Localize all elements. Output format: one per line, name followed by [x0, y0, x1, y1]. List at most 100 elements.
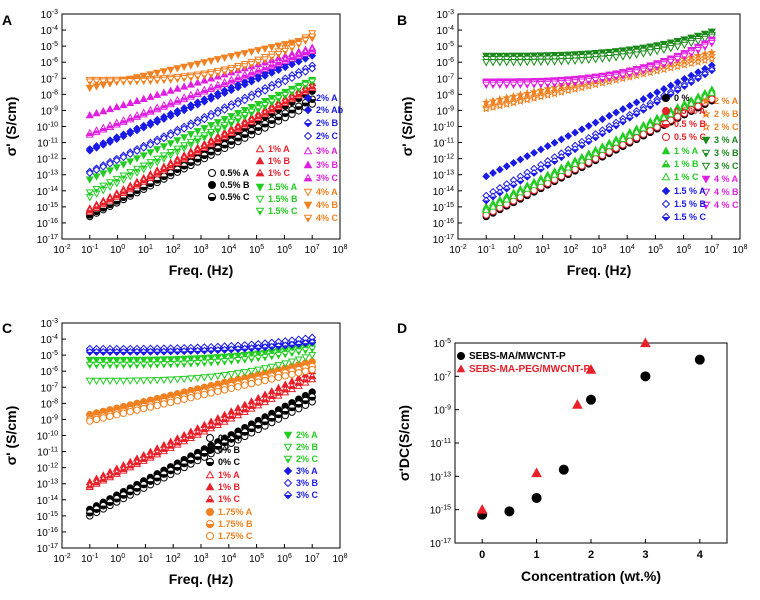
data-point — [85, 176, 94, 184]
data-point-half — [509, 184, 518, 189]
data-point — [213, 56, 222, 64]
data-point-half — [180, 97, 189, 101]
data-point — [254, 47, 263, 55]
data-point-half — [99, 505, 107, 510]
tick-label: 101 — [138, 553, 153, 565]
tick-label: 102 — [166, 244, 181, 256]
data-point-half — [483, 84, 489, 89]
legend-label: 0.5% B — [220, 180, 250, 190]
legend-marker-half — [661, 164, 671, 168]
data-point-half — [518, 84, 523, 89]
panel-label: B — [397, 12, 407, 28]
data-point — [563, 86, 573, 95]
data-point-half — [646, 105, 655, 110]
data-point — [680, 41, 689, 49]
data-point — [132, 74, 142, 82]
data-point — [301, 367, 310, 375]
data-point-half — [606, 77, 612, 83]
data-point — [247, 48, 256, 56]
data-point — [85, 377, 94, 386]
data-point — [274, 80, 283, 89]
data-point — [92, 377, 101, 386]
tick-label: 10-9 — [41, 105, 58, 117]
data-point — [186, 375, 195, 383]
tick-label: 107 — [704, 244, 719, 256]
data-point — [571, 128, 579, 137]
legend-item: 2 % B — [701, 109, 739, 119]
data-point — [687, 99, 696, 107]
data-point-half — [296, 44, 302, 49]
legend-marker — [205, 470, 215, 479]
data-point-half — [195, 138, 200, 143]
tick-label: 10-16 — [37, 218, 58, 230]
data-point-half — [625, 117, 634, 122]
data-point — [281, 360, 290, 368]
data-point — [220, 54, 229, 62]
data-point — [173, 107, 182, 115]
data-point-half — [247, 72, 256, 76]
legend-item: 2% C — [283, 454, 319, 464]
data-point-half — [254, 127, 262, 131]
data-point-half — [269, 101, 275, 106]
data-point-half — [173, 467, 182, 471]
legend-marker — [283, 443, 293, 452]
x-axis-title: Freq. (Hz) — [169, 571, 234, 587]
data-point-half — [247, 428, 256, 433]
data-point — [220, 353, 229, 361]
data-point-half — [296, 351, 302, 356]
data-point-half — [274, 392, 283, 396]
data-point-half — [106, 204, 114, 209]
data-point-half — [140, 484, 148, 489]
data-point-half — [159, 105, 168, 109]
tick-label: 100 — [110, 244, 125, 256]
data-point — [146, 92, 155, 100]
data-point-half — [235, 118, 241, 123]
data-point — [557, 58, 566, 66]
x-axis-title: Freq. (Hz) — [169, 262, 234, 278]
data-point-half — [200, 350, 209, 355]
data-point-half — [281, 345, 290, 350]
data-point-half — [254, 402, 263, 406]
data-point-half — [85, 351, 94, 356]
series-2-a — [85, 342, 317, 365]
data-point-half — [227, 349, 236, 354]
data-point-half — [254, 424, 262, 429]
data-point-half — [675, 59, 680, 64]
data-point-half — [107, 182, 113, 187]
data-point-half — [289, 352, 295, 357]
data-point-half — [511, 84, 516, 89]
legend-marker — [303, 201, 313, 210]
series-1-75-c — [86, 365, 316, 425]
data-point — [639, 95, 648, 103]
data-point — [119, 377, 128, 385]
data-point — [288, 370, 296, 378]
data-point-half — [112, 122, 121, 126]
data-point — [254, 100, 263, 109]
data-point — [200, 374, 209, 382]
data-point — [240, 50, 249, 58]
data-point-half — [139, 458, 148, 462]
data-point-half — [666, 93, 675, 98]
data-point-half — [584, 141, 593, 146]
data-point-half — [126, 465, 135, 469]
series-4-a — [85, 30, 317, 85]
data-point — [639, 124, 648, 132]
data-point-half — [482, 200, 491, 205]
data-point — [523, 152, 532, 161]
tick-label: 10-17 — [430, 538, 451, 550]
tick-label: 0 — [479, 549, 485, 561]
legend-item: 1% C — [255, 168, 291, 178]
data-point-half — [200, 429, 209, 433]
data-point — [530, 148, 538, 157]
data-point-half — [175, 363, 180, 369]
tick-label: 10-15 — [433, 202, 454, 214]
tick-label: 10-5 — [434, 338, 451, 350]
data-point — [139, 94, 148, 102]
data-point — [287, 39, 297, 47]
legend-label: 3% A — [316, 146, 338, 156]
tick-label: 10-9 — [41, 414, 58, 426]
data-point-half — [188, 141, 194, 147]
data-point-half — [168, 79, 174, 84]
tick-label: 10-6 — [437, 57, 454, 69]
legend-label: 2% A — [296, 430, 318, 440]
